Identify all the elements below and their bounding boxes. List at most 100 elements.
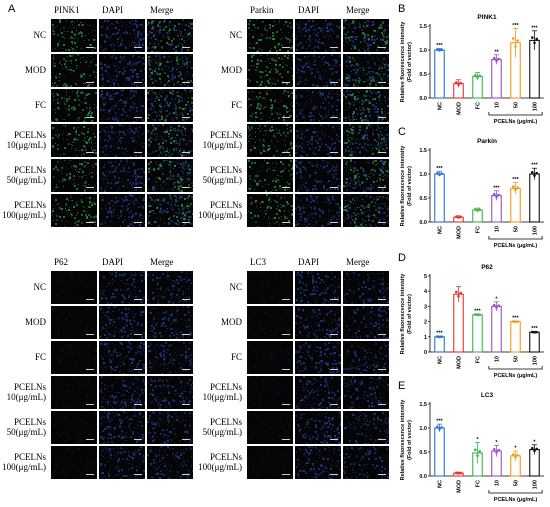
signal-speck <box>365 94 368 97</box>
signal-speck <box>247 135 249 137</box>
signal-speck <box>159 62 162 65</box>
signal-speck <box>137 174 139 176</box>
signal-speck <box>124 186 126 187</box>
signal-speck <box>85 287 87 289</box>
signal-speck <box>120 171 122 173</box>
signal-speck <box>366 118 368 120</box>
signal-speck <box>117 147 120 150</box>
signal-speck <box>104 75 106 77</box>
signal-speck <box>85 141 88 144</box>
signal-speck <box>185 160 188 163</box>
signal-speck <box>133 23 136 26</box>
signal-speck <box>381 188 384 191</box>
signal-speck <box>184 127 187 130</box>
signal-speck <box>378 73 381 76</box>
signal-speck <box>134 19 136 20</box>
signal-speck <box>317 200 319 202</box>
signal-speck <box>81 185 83 187</box>
scale-bar <box>330 152 338 153</box>
signal-speck <box>183 150 185 152</box>
signal-speck <box>118 188 120 190</box>
signal-speck <box>184 165 186 167</box>
signal-speck <box>74 59 77 62</box>
signal-speck <box>86 273 88 275</box>
signal-speck <box>93 164 95 166</box>
signal-speck <box>384 100 386 102</box>
signal-speck <box>283 92 285 94</box>
signal-speck <box>161 54 163 56</box>
signal-speck <box>92 37 94 39</box>
signal-speck <box>353 160 356 163</box>
signal-speck <box>379 75 381 77</box>
signal-speck <box>121 118 124 121</box>
signal-speck <box>381 179 384 182</box>
signal-speck <box>168 164 170 166</box>
signal-speck <box>124 273 127 276</box>
signal-speck <box>355 39 357 41</box>
signal-speck <box>260 34 263 37</box>
signal-speck <box>88 173 90 175</box>
signal-speck <box>312 61 314 63</box>
signal-speck <box>125 148 127 150</box>
signal-speck <box>263 145 266 148</box>
signal-speck <box>290 205 292 207</box>
signal-speck <box>352 215 354 217</box>
signal-speck <box>327 209 330 212</box>
signal-speck <box>161 96 164 99</box>
signal-speck <box>120 142 122 144</box>
signal-speck <box>169 32 171 34</box>
signal-speck <box>358 128 361 131</box>
signal-speck <box>364 73 366 75</box>
signal-speck <box>155 111 158 114</box>
signal-speck <box>158 89 160 91</box>
signal-speck <box>351 129 354 132</box>
signal-speck <box>352 183 354 185</box>
signal-speck <box>274 48 276 50</box>
signal-speck <box>52 168 55 171</box>
signal-speck <box>314 60 317 63</box>
signal-speck <box>349 223 351 225</box>
signal-speck <box>152 138 154 140</box>
signal-speck <box>88 142 90 144</box>
signal-speck <box>52 24 55 27</box>
signal-speck <box>104 186 107 189</box>
signal-speck <box>56 33 59 36</box>
scale-bar <box>330 47 338 48</box>
signal-speck <box>379 83 381 85</box>
signal-speck <box>103 289 106 292</box>
signal-speck <box>255 205 257 207</box>
signal-speck <box>370 76 372 78</box>
signal-speck <box>78 32 81 35</box>
signal-speck <box>175 182 177 184</box>
signal-speck <box>147 92 150 95</box>
signal-speck <box>312 25 315 28</box>
signal-speck <box>386 176 388 178</box>
signal-speck <box>53 32 56 35</box>
signal-speck <box>159 78 162 81</box>
signal-speck <box>140 105 143 108</box>
signal-speck <box>129 206 131 208</box>
signal-speck <box>153 93 155 95</box>
signal-speck <box>332 90 334 92</box>
signal-speck <box>334 154 336 156</box>
signal-speck <box>188 172 190 175</box>
signal-speck <box>373 107 376 110</box>
signal-speck <box>348 124 351 127</box>
signal-speck <box>174 130 176 132</box>
signal-speck <box>187 112 190 115</box>
signal-speck <box>291 110 293 112</box>
signal-speck <box>371 26 373 28</box>
signal-speck <box>126 113 128 115</box>
signal-speck <box>349 182 351 184</box>
signal-speck <box>52 57 54 59</box>
signal-speck <box>131 200 134 203</box>
signal-speck <box>87 128 89 130</box>
signal-speck <box>173 26 176 29</box>
signal-speck <box>276 163 277 165</box>
signal-speck <box>131 19 133 21</box>
signal-speck <box>168 23 170 25</box>
signal-speck <box>192 275 193 278</box>
signal-speck <box>52 303 54 304</box>
signal-speck <box>79 31 81 33</box>
signal-speck <box>317 31 320 34</box>
